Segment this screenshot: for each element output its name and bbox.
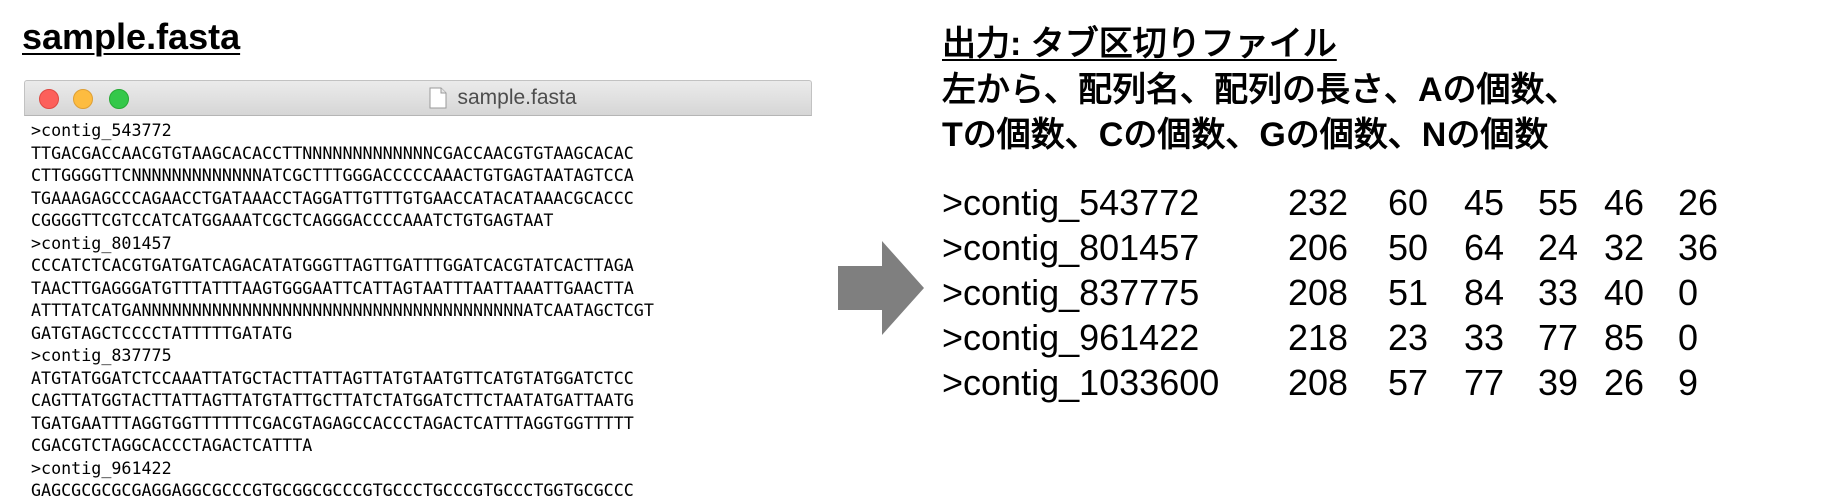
output-cell-count: 77 <box>1464 362 1505 403</box>
output-cell-count: 46 <box>1604 182 1645 223</box>
output-cell-count: 26 <box>1678 182 1719 223</box>
fasta-file-title: sample.fasta <box>22 16 241 57</box>
output-cell-count: 55 <box>1538 182 1579 223</box>
output-cell-count: 0 <box>1678 317 1699 358</box>
output-cell-count: 84 <box>1464 272 1505 313</box>
output-cell-count: 77 <box>1538 317 1579 358</box>
output-cell-count: 0 <box>1678 272 1699 313</box>
window-titlebar[interactable]: sample.fasta <box>24 80 812 116</box>
output-cell-count: 64 <box>1464 227 1505 268</box>
output-cell-count: 218 <box>1288 317 1349 358</box>
fasta-sequence-line: TGATGAATTTAGGTGGTTTTTTCGACGTAGAGCCACCCTA… <box>31 412 634 433</box>
fasta-sequence-line: TAACTTGAGGGATGTTTATTTAAGTGGGAATTCATTAGTA… <box>31 277 634 298</box>
output-cell-count: 57 <box>1388 362 1429 403</box>
fasta-sequence-line: CAGTTATGGTACTTATTAGTTATGTATTGCTTATCTATGG… <box>31 390 634 410</box>
text-editor-window: sample.fasta >contig_543772 TTGACGACCAACG… <box>24 80 812 502</box>
fasta-header-line: >contig_961422 <box>31 457 172 478</box>
fasta-sequence-line: CGGGGTTCGTCCATCATGGAAATCGCTCAGGGACCCCAAA… <box>31 210 554 230</box>
fasta-header-line: >contig_543772 <box>31 120 172 140</box>
close-window-button[interactable] <box>39 89 59 109</box>
output-cell-count: 33 <box>1464 317 1505 358</box>
output-cell-name: >contig_801457 <box>942 227 1200 268</box>
fasta-sequence-line: ATGTATGGATCTCCAAATTATGCTACTTATTAGTTATGTA… <box>31 367 634 388</box>
output-cell-name: >contig_837775 <box>942 272 1200 313</box>
output-cell-name: >contig_961422 <box>942 317 1200 358</box>
fasta-header-line: >contig_837775 <box>31 345 172 365</box>
arrow-right-icon <box>838 241 924 335</box>
output-cell-count: 24 <box>1538 227 1579 268</box>
output-description-line2: Tの個数、Cの個数、Gの個数、Nの個数 <box>942 116 1549 154</box>
output-description-line1: 左から、配列名、配列の長さ、Aの個数、 <box>942 71 1579 109</box>
fasta-sequence-line: CGACGTCTAGGCACCCTAGACTCATTTA <box>31 435 313 455</box>
output-cell-count: 208 <box>1288 272 1349 313</box>
output-cell-count: 9 <box>1678 362 1699 403</box>
output-title: 出力: タブ区切りファイル <box>942 25 1337 63</box>
output-cell-count: 23 <box>1388 317 1429 358</box>
fasta-header-line: >contig_801457 <box>31 232 172 253</box>
output-cell-name: >contig_1033600 <box>942 362 1220 403</box>
fasta-sequence-line: TGAAAGAGCCCAGAACCTGATAAACCTAGGATTGTTTGTG… <box>31 187 634 208</box>
fasta-sequence-line: ATTTATCATGANNNNNNNNNNNNNNNNNNNNNNNNNNNNN… <box>31 300 654 320</box>
fasta-sequence-line: GAGCGCGCGCGAGGAGGCGCCCGTGCGGCGCCCGTGCCCT… <box>31 480 634 500</box>
document-icon <box>429 87 447 109</box>
output-cell-count: 36 <box>1678 227 1719 268</box>
output-cell-count: 206 <box>1288 227 1349 268</box>
fasta-sequence-line: TTGACGACCAACGTGTAAGCACACCTTNNNNNNNNNNNNN… <box>31 142 634 163</box>
output-cell-count: 60 <box>1388 182 1429 223</box>
output-cell-count: 51 <box>1388 272 1429 313</box>
fasta-sequence-line: CCCATCTCACGTGATGATCAGACATATGGGTTAGTTGATT… <box>31 255 634 275</box>
window-title-group: sample.fasta <box>25 81 811 115</box>
output-cell-count: 45 <box>1464 182 1505 223</box>
output-cell-count: 32 <box>1604 227 1645 268</box>
output-cell-count: 39 <box>1538 362 1579 403</box>
output-cell-count: 26 <box>1604 362 1645 403</box>
fasta-text-content[interactable]: >contig_543772 TTGACGACCAACGTGTAAGCACACCT… <box>24 116 812 502</box>
output-cell-count: 85 <box>1604 317 1645 358</box>
output-cell-count: 232 <box>1288 182 1349 223</box>
output-cell-name: >contig_543772 <box>942 182 1200 223</box>
minimize-window-button[interactable] <box>73 89 93 109</box>
window-title: sample.fasta <box>457 86 577 109</box>
fasta-sequence-line: GATGTAGCTCCCCTATTTTTGATATG <box>31 322 293 343</box>
maximize-window-button[interactable] <box>109 89 129 109</box>
fasta-sequence-line: CTTGGGGTTCNNNNNNNNNNNNNATCGCTTTGGGACCCCC… <box>31 165 634 185</box>
output-cell-count: 33 <box>1538 272 1579 313</box>
output-cell-count: 208 <box>1288 362 1349 403</box>
output-cell-count: 40 <box>1604 272 1645 313</box>
output-cell-count: 50 <box>1388 227 1429 268</box>
